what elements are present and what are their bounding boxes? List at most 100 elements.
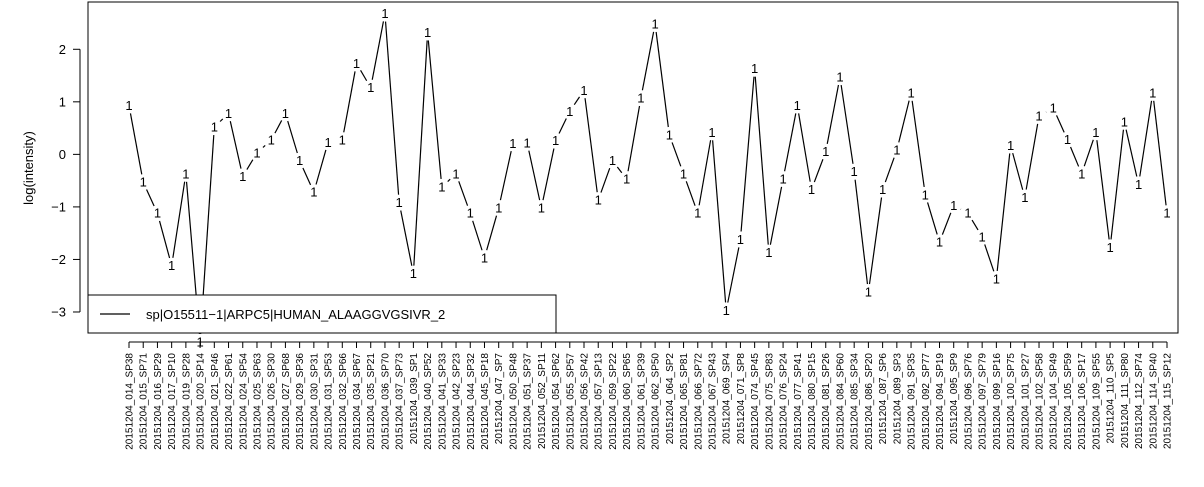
y-axis-label: log(intensity)	[21, 131, 36, 205]
x-tick-label: 20151204_067_SP43	[707, 353, 718, 450]
series-segment	[274, 120, 283, 134]
data-point-marker: 1	[182, 166, 189, 181]
x-tick-label: 20151204_051_SP37	[523, 353, 534, 450]
data-point-marker: 1	[637, 91, 644, 106]
data-point-marker: 1	[452, 166, 459, 181]
data-point-marker: 1	[509, 136, 516, 151]
x-tick-label: 20151204_034_SP67	[352, 353, 363, 450]
series-segment	[671, 142, 682, 167]
x-tick-label: 20151204_097_SP79	[978, 353, 989, 450]
x-tick-label: 20151204_100_SP75	[1006, 353, 1017, 450]
x-tick-label: 20151204_106_SP17	[1077, 353, 1088, 450]
x-tick-label: 20151204_091_SP35	[907, 353, 918, 450]
x-tick-label: 20151204_030_SP31	[309, 353, 320, 450]
series-segment	[798, 113, 811, 182]
data-point-marker: 1	[538, 200, 545, 215]
x-tick-label: 20151204_081_SP26	[821, 353, 832, 450]
x-tick-label: 20151204_074_SP45	[750, 353, 761, 450]
legend: sp|O15511−1|ARPC5|HUMAN_ALAAGGVGSIVR_2	[87, 294, 557, 334]
series-segment	[1069, 146, 1080, 167]
data-point-marker: 1	[779, 172, 786, 187]
series-segment	[413, 40, 428, 266]
series-segment	[1110, 129, 1125, 240]
series-segment	[996, 153, 1011, 271]
data-point-marker: 1	[964, 206, 971, 221]
x-tick-label: 20151204_017_SP10	[167, 353, 178, 450]
series-segment	[712, 140, 727, 303]
data-point-marker: 1	[1007, 138, 1014, 153]
series-segment	[558, 118, 567, 134]
data-point-marker: 1	[865, 285, 872, 300]
data-point-marker: 1	[907, 85, 914, 100]
series-segment	[754, 76, 769, 245]
series-segment	[246, 159, 254, 170]
x-tick-label: 20151204_020_SP14	[196, 353, 207, 450]
data-point-marker: 1	[680, 166, 687, 181]
data-point-marker: 1	[836, 70, 843, 85]
data-point-marker: 1	[936, 235, 943, 250]
x-tick-label: 20151204_019_SP28	[181, 353, 192, 450]
x-tick-label: 20151204_026_SP30	[267, 353, 278, 450]
series-segment	[984, 244, 995, 272]
x-tick-label: 20151204_111_SP80	[1120, 353, 1131, 449]
data-point-marker: 1	[225, 106, 232, 121]
series-segment	[172, 181, 186, 258]
x-tick-label: 20151204_076_SP24	[779, 353, 790, 450]
data-point-marker: 1	[438, 179, 445, 194]
data-point-marker: 1	[196, 334, 203, 349]
data-point-marker: 1	[1035, 109, 1042, 124]
x-tick-label: 20151204_096_SP76	[963, 353, 974, 450]
data-point-marker: 1	[879, 182, 886, 197]
x-tick-label: 20151204_077_SP41	[793, 353, 804, 450]
x-tick-label: 20151204_080_SP15	[807, 353, 818, 450]
data-point-marker: 1	[851, 164, 858, 179]
x-tick-label: 20151204_047_SP7	[494, 353, 505, 445]
data-point-marker: 1	[353, 56, 360, 71]
series-lines	[129, 21, 1167, 335]
series-segment	[971, 219, 979, 231]
data-point-marker: 1	[822, 144, 829, 159]
data-point-marker: 1	[765, 245, 772, 260]
x-tick-label: 20151204_061_SP39	[636, 353, 647, 450]
data-point-marker: 1	[1163, 206, 1170, 221]
data-point-marker: 1	[666, 127, 673, 142]
y-tick-label: 2	[59, 42, 66, 57]
legend-box	[87, 294, 557, 334]
series-segment	[784, 113, 797, 172]
x-tick-label: 20151204_105_SP59	[1063, 353, 1074, 450]
series-segment	[740, 76, 755, 232]
data-point-marker: 1	[168, 258, 175, 273]
data-point-marker: 1	[1050, 101, 1057, 116]
series-segment	[573, 96, 581, 105]
x-tick-label: 20151204_056_SP42	[580, 353, 591, 450]
x-tick-label: 20151204_075_SP83	[764, 353, 775, 450]
series-segment	[360, 70, 368, 82]
x-tick-label: 20151204_039_SP1	[409, 353, 420, 445]
data-point-marker: 1	[367, 80, 374, 95]
series-segment	[1139, 100, 1153, 177]
data-point-marker: 1	[296, 153, 303, 168]
series-segment	[685, 181, 696, 206]
x-tick-label: 20151204_035_SP21	[366, 353, 377, 450]
x-tick-label: 20151204_044_SP32	[466, 353, 477, 450]
legend-entry-label: sp|O15511−1|ARPC5|HUMAN_ALAAGGVGSIVR_2	[146, 307, 445, 322]
x-tick-label: 20151204_032_SP66	[338, 353, 349, 450]
x-tick-label: 20151204_027_SP68	[281, 353, 292, 450]
x-tick-label: 20151204_022_SP61	[224, 353, 235, 450]
data-point-marker: 1	[566, 104, 573, 119]
x-tick-label: 20151204_087_SP6	[878, 353, 889, 445]
series-segment	[1153, 100, 1167, 206]
series-segment	[868, 197, 883, 285]
data-point-marker: 1	[211, 120, 218, 135]
data-point-marker: 1	[1078, 166, 1085, 181]
data-point-marker: 1	[808, 182, 815, 197]
series-segment	[315, 149, 327, 185]
data-point-marker: 1	[1021, 190, 1028, 205]
x-tick-label: 20151204_042_SP23	[452, 353, 463, 450]
x-tick-label: 20151204_059_SP22	[608, 353, 619, 450]
series-segment	[616, 166, 623, 174]
series-segment	[911, 100, 925, 187]
series-segment	[146, 189, 155, 207]
data-point-marker: 1	[552, 133, 559, 148]
